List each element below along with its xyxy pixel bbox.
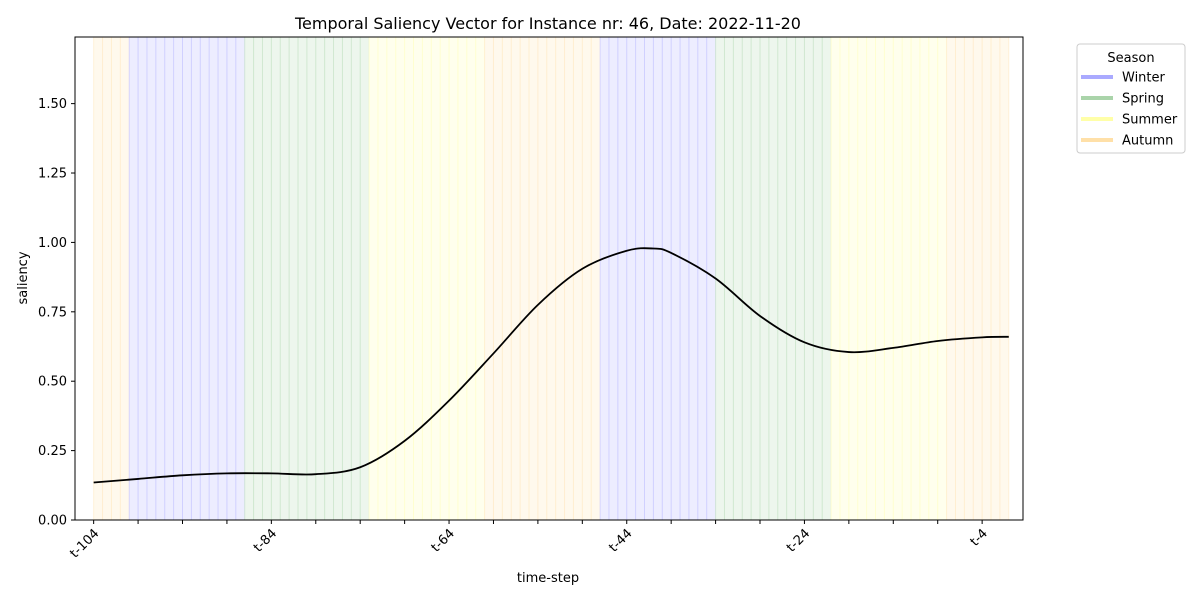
y-tick-label: 1.25	[38, 167, 67, 182]
season-band-spring	[715, 37, 832, 520]
season-bands	[93, 37, 1009, 520]
y-tick-label: 0.75	[38, 305, 67, 320]
x-tick-label: t-64	[429, 526, 458, 555]
season-band-spring	[244, 37, 370, 520]
season-band-summer	[831, 37, 947, 520]
x-axis-label: time-step	[517, 571, 579, 586]
season-band-winter	[129, 37, 245, 520]
x-tick-label: t-44	[606, 526, 635, 555]
y-tick-label: 0.00	[38, 514, 67, 529]
legend-label-summer: Summer	[1122, 113, 1178, 128]
x-tick-label: t-24	[784, 526, 813, 555]
chart-title: Temporal Saliency Vector for Instance nr…	[294, 14, 801, 33]
season-band-winter	[600, 37, 716, 520]
legend-label-spring: Spring	[1122, 92, 1164, 107]
series-group	[93, 247, 1009, 484]
x-axis: t-104 t-84 t-64 t-44 t-24 t-4	[67, 520, 991, 561]
season-band-summer	[369, 37, 485, 520]
y-axis: 0.00 0.25 0.50 0.75 1.00 1.25 1.50	[38, 97, 75, 529]
season-band-autumn	[93, 37, 130, 520]
x-tick-label: t-84	[251, 526, 280, 555]
plot-frame	[74, 36, 1024, 521]
x-tick-label: t-4	[968, 526, 991, 549]
y-tick-label: 1.50	[38, 97, 67, 112]
legend-title: Season	[1107, 51, 1154, 66]
y-axis-label: saliency	[16, 251, 31, 304]
x-tick-label: t-104	[67, 526, 102, 561]
timestep-cell-lines	[93, 37, 1010, 520]
season-band-autumn	[484, 37, 601, 520]
season-band-autumn	[946, 37, 1009, 520]
saliency-series-line	[93, 247, 1009, 484]
y-tick-label: 0.50	[38, 375, 67, 390]
legend-label-autumn: Autumn	[1122, 134, 1173, 149]
legend: Season Winter Spring Summer Autumn	[1076, 43, 1186, 154]
legend-frame	[1076, 43, 1186, 154]
y-tick-label: 0.25	[38, 444, 67, 459]
legend-label-winter: Winter	[1122, 71, 1166, 86]
y-tick-label: 1.00	[38, 236, 67, 251]
